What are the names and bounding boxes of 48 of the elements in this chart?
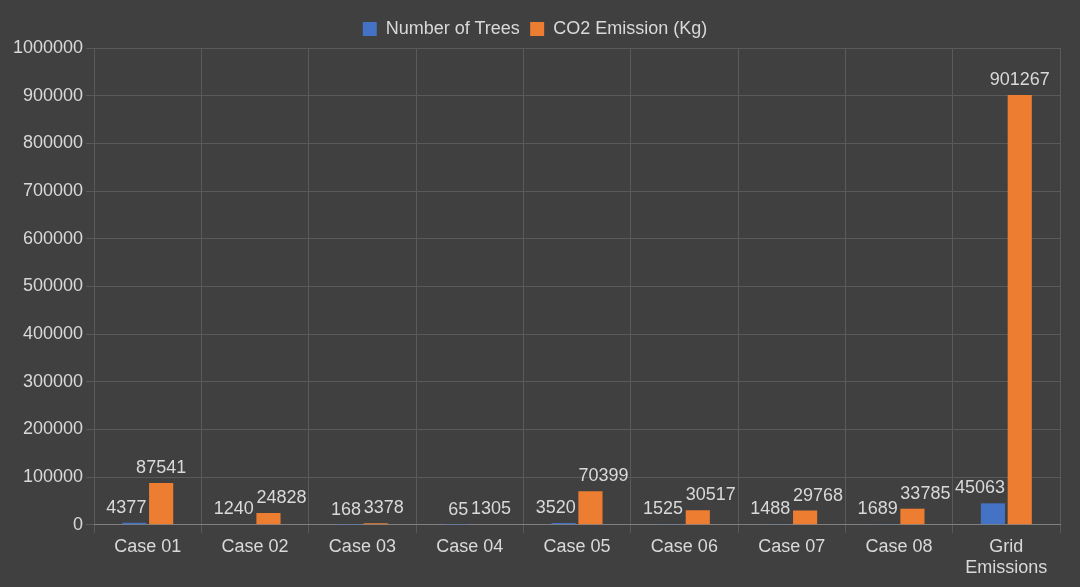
data-label: 87541 [136,457,187,478]
data-label: 1240 [213,498,254,519]
x-tick-label: Case 06 [650,535,718,556]
y-tick-label: 300000 [23,370,84,391]
bar [149,483,174,525]
x-tick-label: Case 07 [758,535,826,556]
data-label: 24828 [256,486,307,507]
data-label: 901267 [989,69,1050,90]
data-label: 30517 [685,484,736,505]
bar [685,510,710,525]
y-tick-label: 800000 [23,132,84,153]
bar [900,508,925,525]
data-label: 1525 [642,498,684,519]
data-label: 1488 [750,498,791,519]
y-tick-label: 500000 [23,275,84,296]
legend-label: CO2 Emission (Kg) [553,17,708,38]
y-tick-label: 200000 [23,418,84,439]
data-label: 168 [331,498,362,519]
data-label: 1689 [857,497,898,518]
data-label: 33785 [900,482,951,503]
data-label: 70399 [578,465,629,486]
data-label: 65 [448,498,469,519]
legend-label: Number of Trees [385,17,520,38]
data-label: 3378 [363,497,404,518]
y-tick-label: 600000 [23,227,84,248]
x-tick-label: Case 04 [436,535,504,556]
x-tick-label: Case 08 [865,535,933,556]
x-tick-label: Case 05 [543,535,611,556]
y-tick-label: 1000000 [13,36,84,57]
data-label: 3520 [535,497,576,518]
x-tick-label: Case 01 [114,535,182,556]
bar [578,491,603,525]
y-tick-label: 0 [73,513,84,534]
bar [793,510,818,525]
y-tick-label: 700000 [23,180,84,201]
y-tick-label: 900000 [23,84,84,105]
bar [980,503,1005,525]
data-label: 45063 [954,477,1005,498]
x-tick-label: Case 02 [221,535,289,556]
y-tick-label: 100000 [23,466,84,487]
data-label: 29768 [793,484,844,505]
bar [256,512,281,525]
data-label: 1305 [471,498,512,519]
data-label: 4377 [106,496,147,517]
x-tick-label: Grid Emissions [965,535,1048,578]
x-tick-label: Case 03 [328,535,396,556]
bar [1007,95,1032,525]
y-tick-label: 400000 [23,323,84,344]
